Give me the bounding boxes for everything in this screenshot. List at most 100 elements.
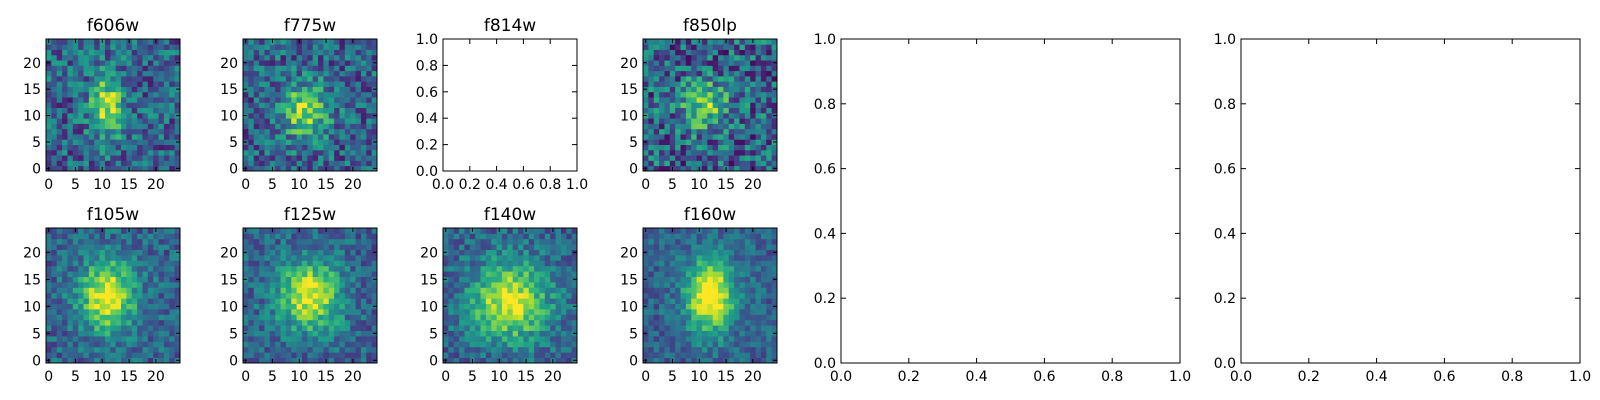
heatmap-cell — [318, 287, 324, 294]
heatmap-cell — [718, 260, 724, 267]
heatmap-cell — [760, 70, 767, 77]
heatmap-cell — [131, 314, 138, 321]
heatmap-cell — [126, 49, 133, 56]
heatmap-cell — [104, 325, 111, 331]
heatmap-cell — [560, 325, 567, 331]
heatmap-cell — [344, 139, 351, 145]
heatmap-cell — [534, 357, 540, 364]
heatmap-cell — [163, 160, 170, 167]
heatmap-cell — [259, 149, 265, 156]
heatmap-cell — [83, 298, 90, 304]
heatmap-cell — [453, 357, 460, 364]
heatmap-cell — [99, 139, 106, 145]
heatmap-cell — [269, 276, 276, 283]
heatmap-cell — [728, 255, 735, 261]
heatmap-cell — [104, 112, 111, 119]
heatmap-cell — [350, 144, 356, 151]
heatmap-cell — [664, 292, 671, 299]
heatmap-cell — [121, 287, 127, 294]
heatmap-cell — [744, 144, 751, 151]
heatmap-cell — [259, 228, 265, 234]
heatmap-cell — [723, 123, 730, 130]
heatmap-cell — [285, 276, 292, 283]
heatmap-cell — [323, 81, 330, 87]
heatmap-cell — [334, 39, 340, 45]
heatmap-cell — [659, 244, 665, 250]
heatmap-cell — [712, 325, 719, 331]
heatmap-cell — [680, 97, 687, 103]
heatmap-cell — [739, 149, 746, 156]
heatmap-cell — [323, 309, 330, 315]
heatmap-cell — [512, 314, 519, 321]
heatmap-cell — [648, 54, 655, 61]
heatmap-cell — [560, 341, 567, 348]
heatmap-cell — [142, 39, 149, 45]
heatmap-cell — [648, 160, 655, 167]
heatmap-cell — [275, 65, 281, 72]
subplot-title: f160w — [684, 205, 736, 225]
heatmap-cell — [253, 346, 260, 353]
heatmap-cell — [643, 352, 649, 358]
heatmap-cell — [653, 49, 660, 56]
heatmap-cell — [696, 97, 703, 103]
heatmap-cell — [760, 346, 767, 353]
heatmap-cell — [174, 271, 181, 277]
heatmap-cell — [507, 319, 514, 326]
heatmap-cell — [744, 134, 751, 140]
heatmap-cell — [685, 298, 692, 304]
heatmap-cell — [339, 233, 346, 240]
heatmap-cell — [350, 102, 356, 109]
heatmap-cell — [248, 118, 255, 124]
heatmap-cell — [664, 97, 671, 103]
heatmap-cell — [275, 238, 281, 245]
heatmap-cell — [174, 155, 181, 161]
heatmap-cell — [253, 102, 260, 109]
heatmap-cell — [62, 341, 68, 348]
heatmap-cell — [496, 319, 503, 326]
heatmap-cell — [675, 134, 681, 140]
heatmap-cell — [459, 330, 465, 337]
heatmap-cell — [760, 86, 767, 93]
heatmap-cell — [83, 292, 90, 299]
heatmap-cell — [664, 134, 671, 140]
heatmap-cell — [696, 65, 703, 72]
heatmap-cell — [723, 271, 730, 277]
heatmap-cell — [296, 75, 303, 82]
heatmap-cell — [664, 309, 671, 315]
heatmap-cell — [475, 298, 481, 304]
heatmap-cell — [72, 134, 79, 140]
heatmap-cell — [301, 54, 308, 61]
heatmap-cell — [312, 107, 319, 114]
heatmap-cell — [147, 282, 154, 288]
heatmap-cell — [680, 44, 687, 50]
heatmap-cell — [269, 118, 276, 124]
heatmap-cell — [131, 352, 138, 358]
x-tick-label: 0 — [241, 177, 250, 193]
heatmap-cell — [701, 149, 708, 156]
heatmap-cell — [360, 336, 367, 342]
heatmap-cell — [534, 228, 540, 234]
heatmap-cell — [491, 352, 497, 358]
heatmap-cell — [371, 91, 378, 98]
heatmap-cell — [275, 233, 281, 240]
heatmap-cell — [56, 228, 63, 234]
heatmap-cell — [734, 97, 740, 103]
heatmap-cell — [701, 244, 708, 250]
heatmap-cell — [51, 319, 58, 326]
heatmap-cell — [675, 309, 681, 315]
heatmap-cell — [56, 325, 63, 331]
heatmap-cell — [475, 352, 481, 358]
heatmap-cell — [566, 244, 573, 250]
heatmap-cell — [269, 255, 276, 261]
heatmap-cell — [312, 149, 319, 156]
heatmap-cell — [360, 112, 367, 119]
heatmap-cell — [126, 70, 133, 77]
heatmap-cell — [275, 123, 281, 130]
heatmap-cell — [137, 102, 143, 109]
heatmap-cell — [360, 123, 367, 130]
heatmap-cell — [534, 276, 540, 283]
heatmap-cell — [323, 60, 330, 66]
heatmap-cell — [560, 336, 567, 342]
heatmap-cell — [269, 128, 276, 135]
